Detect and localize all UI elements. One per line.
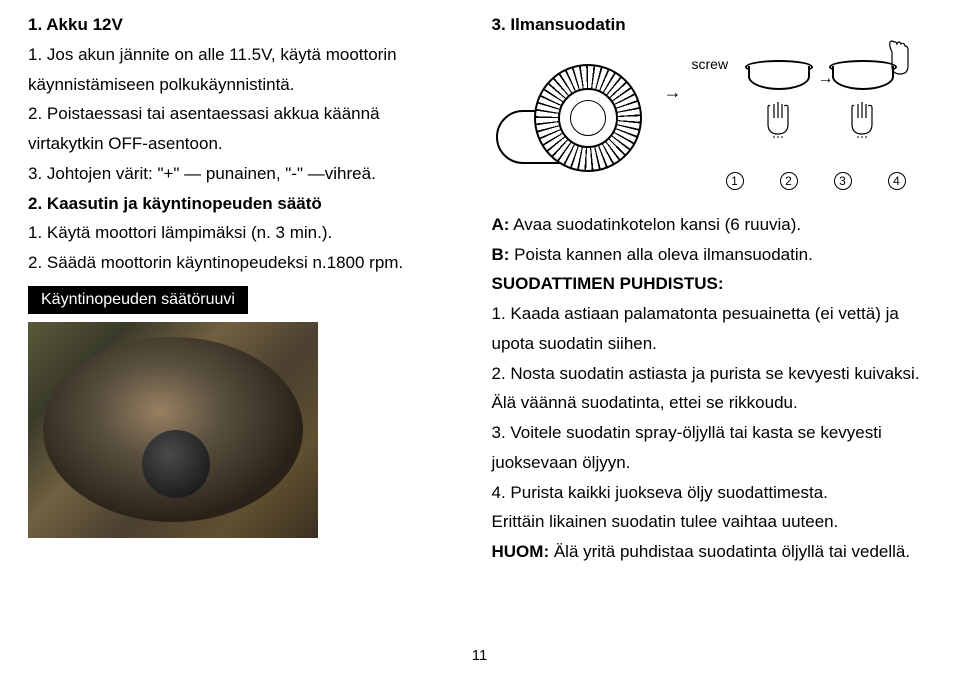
text-line: 1. Käytä moottori lämpimäksi (n. 3 min.)… (28, 218, 460, 248)
text-line: Erittäin likainen suodatin tulee vaihtaa… (492, 507, 932, 537)
text-line: juoksevaan öljyyn. (492, 448, 932, 478)
hand-icon (886, 38, 914, 78)
text-line: 2. Säädä moottorin käyntinopeudeksi n.18… (28, 248, 460, 278)
text-line: 1. Jos akun jännite on alle 11.5V, käytä… (28, 40, 460, 70)
step-numbers: 1 2 3 4 (726, 172, 906, 190)
text-line: Älä väännä suodatinta, ettei se rikkoudu… (492, 388, 932, 418)
screw-label: screw (692, 56, 729, 72)
heading-ilmansuodatin: 3. Ilmansuodatin (492, 10, 932, 40)
left-column: 1. Akku 12V 1. Jos akun jännite on alle … (0, 0, 480, 674)
heading-kaasutin: 2. Kaasutin ja käyntinopeuden säätö (28, 189, 460, 219)
heading-akku: 1. Akku 12V (28, 10, 460, 40)
label-huom: HUOM: (492, 542, 550, 561)
step-number: 3 (834, 172, 852, 190)
step-number: 1 (726, 172, 744, 190)
label-b: B: (492, 245, 510, 264)
text-line: 4. Purista kaikki juokseva öljy suodatti… (492, 478, 932, 508)
hub-inner-icon (570, 100, 606, 136)
engine-photo (28, 322, 318, 538)
bowl-icon (832, 66, 894, 90)
text-line: käynnistämiseen polkukäynnistintä. (28, 70, 460, 100)
label-a: A: (492, 215, 510, 234)
hand-squeeze-icon (764, 98, 792, 138)
text-line: 3. Johtojen värit: "+" — punainen, "-" —… (28, 159, 460, 189)
text-line: virtakytkin OFF-asentoon. (28, 129, 460, 159)
engine-component (142, 430, 210, 498)
text: Avaa suodatinkotelon kansi (6 ruuvia). (509, 215, 801, 234)
heading-puhdistus: SUODATTIMEN PUHDISTUS: (492, 269, 932, 299)
text: Poista kannen alla oleva ilmansuodatin. (509, 245, 812, 264)
text: Älä yritä puhdistaa suodatinta öljyllä t… (549, 542, 910, 561)
step-number: 4 (888, 172, 906, 190)
right-column: 3. Ilmansuodatin screw → → 1 2 3 4 (480, 0, 959, 674)
step-number: 2 (780, 172, 798, 190)
text-line: upota suodatin siihen. (492, 329, 932, 359)
text-line: 2. Nosta suodatin astiasta ja purista se… (492, 359, 932, 389)
text-line: B: Poista kannen alla oleva ilmansuodati… (492, 240, 932, 270)
text-line: 3. Voitele suodatin spray-öljyllä tai ka… (492, 418, 932, 448)
bowl-icon (748, 66, 810, 90)
text-line: 2. Poistaessasi tai asentaessasi akkua k… (28, 99, 460, 129)
text-line: 1. Kaada astiaan palamatonta pesuainetta… (492, 299, 932, 329)
hand-squeeze-icon (848, 98, 876, 138)
arrow-icon: → (664, 82, 682, 103)
text-line: A: Avaa suodatinkotelon kansi (6 ruuvia)… (492, 210, 932, 240)
filter-diagram: screw → → 1 2 3 4 (492, 40, 932, 200)
wheel-illustration (498, 60, 678, 175)
text-line: HUOM: Älä yritä puhdistaa suodatinta ölj… (492, 537, 932, 567)
caption-speed-screw: Käyntinopeuden säätöruuvi (28, 286, 248, 314)
engine-opening (43, 337, 303, 522)
page-number: 11 (472, 647, 488, 664)
